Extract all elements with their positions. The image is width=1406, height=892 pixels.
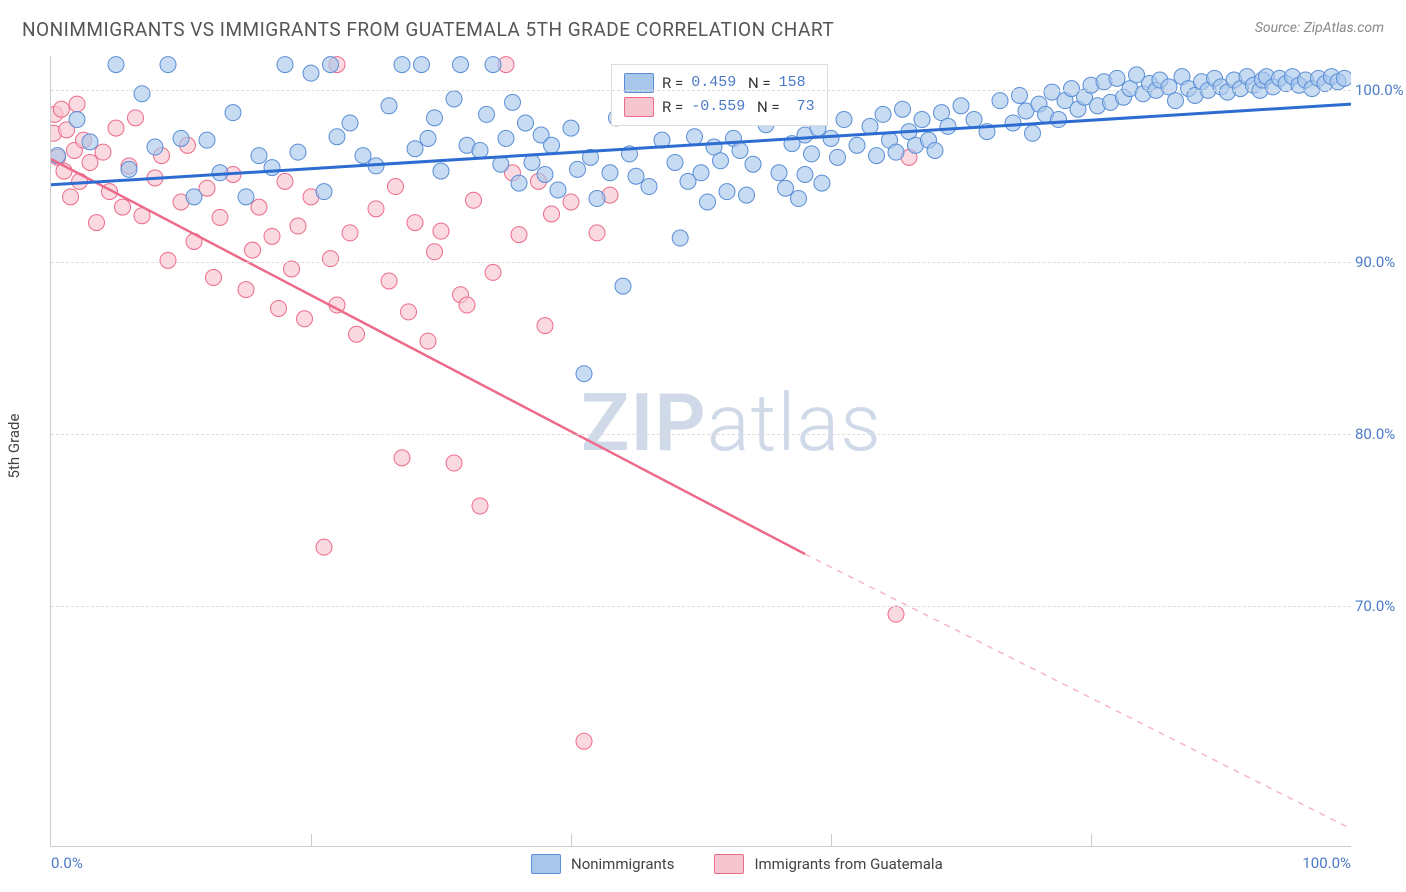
- gridline-h: [51, 434, 1351, 435]
- y-axis-label: 5th Grade: [5, 414, 23, 479]
- y-tick-label: 80.0%: [1355, 425, 1406, 443]
- x-tick: [571, 834, 572, 846]
- n-label: N =: [744, 71, 770, 95]
- n-value-immigrants: 73: [788, 95, 815, 119]
- legend-swatch-immigrants: [624, 97, 654, 117]
- r-value-immigrants: -0.559: [691, 95, 745, 119]
- legend-item-immigrants: Immigrants from Guatemala: [714, 854, 942, 874]
- legend-swatch-immigrants-2: [714, 854, 744, 874]
- source-label: Source: ZipAtlas.com: [1255, 20, 1384, 36]
- gridline-h: [51, 90, 1351, 91]
- gridline-h: [51, 262, 1351, 263]
- y-tick-label: 90.0%: [1355, 253, 1406, 271]
- x-tick-label: 100.0%: [1302, 854, 1351, 872]
- chart-plot-area: ZIPatlas R = 0.459 N = 158 R = -0.559 N …: [50, 56, 1351, 847]
- x-tick: [311, 834, 312, 846]
- r-label: R =: [662, 71, 683, 95]
- legend-label-immigrants: Immigrants from Guatemala: [754, 855, 942, 873]
- x-tick: [831, 834, 832, 846]
- n-value-nonimmigrants: 158: [779, 71, 806, 95]
- x-tick-label: 0.0%: [51, 854, 83, 872]
- r-label-2: R =: [662, 95, 683, 119]
- y-tick-label: 100.0%: [1355, 81, 1406, 99]
- gridline-h: [51, 606, 1351, 607]
- n-label-2: N =: [753, 95, 779, 119]
- legend-swatch-nonimmigrants-2: [531, 854, 561, 874]
- legend-stats-row-nonimmigrants: R = 0.459 N = 158: [624, 71, 815, 95]
- chart-title: NONIMMIGRANTS VS IMMIGRANTS FROM GUATEMA…: [22, 18, 834, 41]
- x-tick: [1091, 834, 1092, 846]
- legend-item-nonimmigrants: Nonimmigrants: [531, 854, 674, 874]
- legend-stats-box: R = 0.459 N = 158 R = -0.559 N = 73: [611, 64, 828, 126]
- legend-stats-row-immigrants: R = -0.559 N = 73: [624, 95, 815, 119]
- r-value-nonimmigrants: 0.459: [691, 71, 736, 95]
- legend-label-nonimmigrants: Nonimmigrants: [571, 855, 674, 873]
- y-tick-label: 70.0%: [1355, 597, 1406, 615]
- chart-svg: [51, 56, 1351, 846]
- legend-bottom: Nonimmigrants Immigrants from Guatemala: [531, 854, 943, 874]
